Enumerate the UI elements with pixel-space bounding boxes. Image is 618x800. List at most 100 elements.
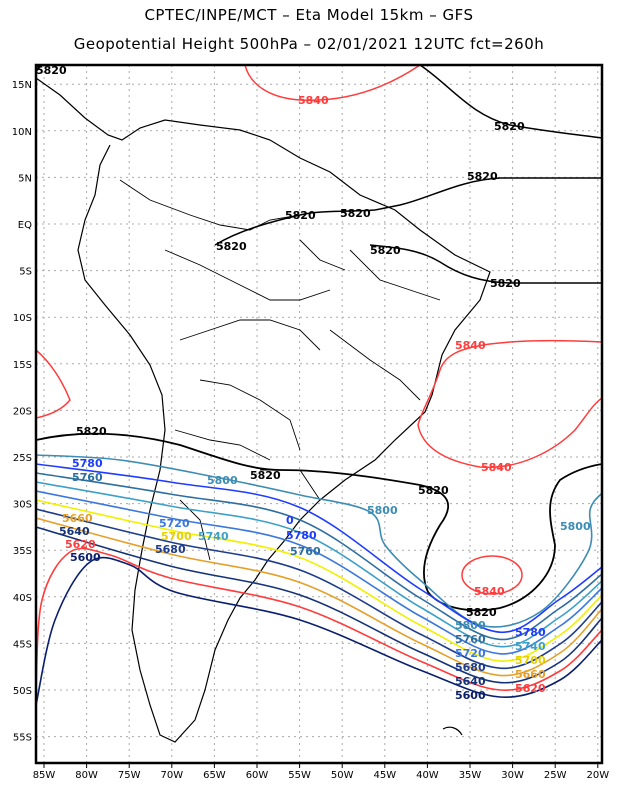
lat-tick-label: 15S [13,360,32,371]
contour-5840-oval [461,555,523,595]
lon-tick-label: 30W [501,770,524,781]
lat-tick-label: 10S [13,313,32,324]
contour-label: 5720 [455,647,486,660]
contour-label: 5780 [72,457,103,470]
contour-label: 5820 [418,484,449,497]
contour-5660 [36,517,602,677]
lon-tick-label: 75W [118,770,141,781]
contour-5840-east [417,339,602,469]
lat-tick-label: 45S [13,639,32,650]
lon-tick-label: 60W [246,770,269,781]
contour-label: 5820 [490,277,521,290]
contour-5680 [36,508,602,670]
contour-label: 5820 [76,425,107,438]
lat-tick-label: 40S [13,593,32,604]
contour-5840-west [36,349,71,419]
chart-title-line2: Geopotential Height 500hPa – 02/01/2021 … [73,35,545,53]
contour-label: 5820 [466,606,497,619]
contour-label: 5640 [59,525,90,538]
lon-tick-label: 80W [75,770,98,781]
contour-label: 5800 [207,474,238,487]
lat-tick-label: 50S [13,686,32,697]
contour-label: 5820 [250,469,281,482]
lon-tick-label: 45W [373,770,396,781]
contour-label: 5820 [36,64,67,77]
contour-labels: 5820 5840 5820 5820 5820 5820 5820 5820 … [36,64,591,702]
contour-label: 5720 [159,517,190,530]
map-frame [34,63,604,765]
chart-title-line1: CPTEC/INPE/MCT – Eta Model 15km – GFS [144,6,474,24]
southern-contour-bands [36,454,602,706]
contour-label: 5840 [474,585,505,598]
contour-5640 [36,526,602,684]
lat-tick-label: 35S [13,546,32,557]
lon-tick-label: 20W [586,770,609,781]
contour-5820-south [36,432,602,612]
lat-tick-label: 10N [12,127,32,138]
lat-tick-label: 20S [13,406,32,417]
contour-label: 5780 [515,626,546,639]
contour-5600 [36,556,602,706]
graticule [36,65,602,763]
axis-ticks: 85W 80W 75W 70W 65W 60W 55W 50W 45W 40W 35W 30W 25W 2… [12,80,609,781]
lon-tick-label: 35W [459,770,482,781]
lat-tick-label: 30S [13,500,32,511]
contour-label: 5600 [455,689,486,702]
contour-label: 5820 [467,170,498,183]
contour-label: 5620 [515,682,546,695]
contour-label: 5760 [72,471,103,484]
contour-label: 5840 [455,339,486,352]
lon-tick-label: 40W [416,770,439,781]
contour-label: 5740 [198,530,229,543]
contour-5800 [36,454,602,628]
contour-label: 5840 [298,94,329,107]
lon-tick-label: 25W [544,770,567,781]
contour-label: 0 [286,514,294,527]
contour-label: 5820 [216,240,247,253]
contour-label: 5700 [161,530,192,543]
contour-5820-north [419,65,602,139]
lat-tick-label: 15N [12,80,32,91]
contour-label: 5740 [515,640,546,653]
contour-label: 5840 [481,461,512,474]
lon-tick-label: 50W [331,770,354,781]
lat-tick-label: 55S [13,733,32,744]
lon-tick-label: 65W [203,770,226,781]
lat-tick-label: EQ [18,220,32,231]
contour-label: 5680 [155,543,186,556]
lon-tick-label: 85W [33,770,56,781]
country-borders [119,179,441,561]
contour-label: 5800 [560,520,591,533]
contour-label: 5820 [494,120,525,133]
falkland-islands [442,726,463,736]
contour-label: 5820 [370,244,401,257]
lat-tick-label: 5S [19,267,32,278]
lat-tick-label: 5N [18,173,32,184]
contour-label: 5780 [286,529,317,542]
contour-5700 [36,499,602,662]
contour-label: 5760 [455,633,486,646]
contour-5720 [36,490,602,655]
contour-5760 [36,472,602,641]
contour-label: 5660 [515,668,546,681]
contour-5740 [36,481,602,648]
contour-5780 [36,463,602,634]
contour-5820-amazon [214,177,602,284]
contour-label: 5680 [455,661,486,674]
contour-label: 5820 [340,207,371,220]
contour-label: 5700 [515,654,546,667]
contour-label: 5820 [285,209,316,222]
contour-label: 5800 [367,504,398,517]
lon-tick-label: 55W [288,770,311,781]
contour-label: 5620 [65,538,96,551]
contour-5840-north [244,65,421,101]
lon-tick-label: 70W [160,770,183,781]
lat-tick-label: 25S [13,453,32,464]
contour-label: 5800 [455,619,486,632]
contour-label: 5600 [70,551,101,564]
contour-label: 5660 [62,512,93,525]
contour-label: 5760 [290,545,321,558]
contour-5620 [36,547,602,691]
contour-label: 5640 [455,675,486,688]
